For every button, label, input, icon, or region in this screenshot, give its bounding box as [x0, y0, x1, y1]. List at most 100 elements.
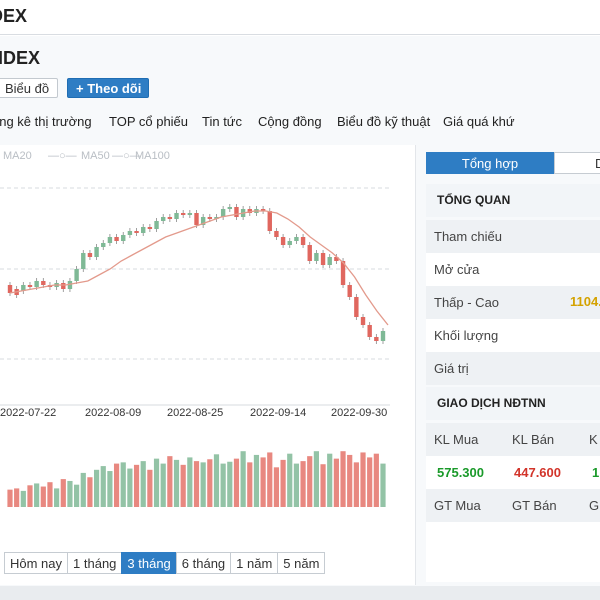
range-1-year[interactable]: 1 năm: [230, 552, 279, 574]
candle[interactable]: [81, 253, 86, 269]
row-label: Tham chiếu: [434, 229, 502, 244]
candle[interactable]: [141, 227, 146, 233]
foreign-header-row: [426, 423, 600, 456]
row-value: Giá trị: [426, 352, 600, 385]
volume-bar: [193, 461, 200, 507]
candle[interactable]: [354, 297, 359, 317]
candle[interactable]: [200, 217, 206, 225]
net-volume-value: 1: [592, 465, 600, 480]
tab-community[interactable]: Cộng đồng: [258, 114, 322, 129]
candle[interactable]: [207, 217, 213, 219]
candle[interactable]: [307, 245, 312, 261]
candle[interactable]: [180, 213, 186, 215]
volume-bar: [167, 456, 173, 507]
candle[interactable]: [380, 331, 386, 341]
candle[interactable]: [94, 247, 99, 257]
candle[interactable]: [300, 237, 306, 245]
candle[interactable]: [320, 253, 326, 265]
tab-summary[interactable]: Tổng hợp: [426, 152, 554, 174]
volume-bar: [307, 456, 313, 507]
candle[interactable]: [260, 209, 266, 211]
candle[interactable]: [7, 285, 13, 293]
candle[interactable]: [101, 243, 106, 247]
range-today[interactable]: Hôm nay: [4, 552, 69, 574]
range-6-months[interactable]: 6 tháng: [175, 552, 232, 574]
volume-bar: [180, 464, 186, 507]
volume-bar: [360, 452, 366, 507]
header-net-value: G: [589, 498, 600, 513]
candle[interactable]: [21, 285, 26, 291]
legend-ma100[interactable]: MA100: [135, 150, 170, 162]
candle[interactable]: [367, 325, 372, 337]
volume-bar: [20, 490, 26, 507]
candle[interactable]: [314, 253, 319, 261]
follow-button[interactable]: + Theo dõi: [67, 78, 149, 98]
candle[interactable]: [214, 217, 219, 219]
candle[interactable]: [127, 231, 133, 235]
tab-news[interactable]: Tin tức: [202, 114, 243, 129]
volume-bar: [127, 468, 133, 507]
volume-bar: [34, 483, 40, 507]
candle[interactable]: [41, 281, 46, 285]
volume-bar: [260, 457, 266, 507]
row-reference: Tham chiếu: [426, 220, 600, 253]
candle[interactable]: [194, 213, 199, 225]
tab-technical-chart[interactable]: Biểu đồ kỹ thuật: [337, 114, 431, 129]
tab-top-stocks[interactable]: TOP cổ phiếu: [109, 114, 189, 129]
volume-bar: [14, 488, 20, 507]
candle[interactable]: [334, 257, 339, 261]
candle[interactable]: [287, 241, 292, 245]
tab-other[interactable]: D: [554, 152, 600, 174]
candle[interactable]: [374, 337, 379, 341]
candle[interactable]: [67, 281, 73, 289]
candle[interactable]: [167, 217, 173, 219]
legend-ma20[interactable]: MA20: [3, 150, 32, 162]
candle[interactable]: [347, 285, 352, 297]
volume-bar: [313, 451, 319, 507]
candle[interactable]: [134, 231, 139, 233]
row-label: Khối lượng: [434, 328, 499, 343]
volume-bar: [233, 458, 240, 507]
candle[interactable]: [174, 213, 179, 219]
volume-bar: [213, 454, 220, 507]
volume-bar: [133, 464, 140, 507]
tab-price-history[interactable]: Giá quá khứ: [443, 114, 515, 129]
range-3-months[interactable]: 3 tháng: [121, 552, 177, 574]
candle[interactable]: [121, 235, 126, 241]
range-selector: Hôm nay 1 tháng 3 tháng 6 tháng 1 năm 5 …: [4, 552, 326, 574]
candle[interactable]: [61, 283, 66, 289]
row-label: Mở cửa: [434, 262, 480, 277]
candle[interactable]: [234, 207, 239, 217]
candle[interactable]: [247, 209, 252, 213]
tab-market-stats[interactable]: ống kê thị trường: [0, 114, 92, 129]
legend-ma50[interactable]: MA50: [81, 150, 110, 162]
candle[interactable]: [107, 237, 113, 243]
candle[interactable]: [187, 213, 193, 215]
price-chart[interactable]: [0, 145, 415, 585]
candle[interactable]: [274, 231, 279, 237]
candle[interactable]: [220, 209, 226, 217]
candle[interactable]: [227, 207, 233, 209]
candle[interactable]: [114, 237, 119, 241]
overview-heading: TỔNG QUAN: [426, 184, 600, 217]
candle[interactable]: [327, 257, 332, 265]
top-bar: DEX: [0, 0, 600, 35]
chart-button[interactable]: ‹ Biểu đồ: [0, 78, 58, 98]
candle[interactable]: [87, 253, 93, 257]
range-1-month[interactable]: 1 tháng: [67, 552, 123, 574]
candle[interactable]: [360, 317, 366, 325]
legend-ma100-marker: —○—: [112, 150, 141, 162]
candle[interactable]: [154, 221, 159, 229]
candle[interactable]: [294, 237, 299, 241]
candle[interactable]: [340, 261, 346, 285]
candle[interactable]: [147, 227, 153, 229]
volume-bar: [333, 458, 339, 507]
candle[interactable]: [160, 217, 166, 221]
candle[interactable]: [267, 211, 272, 231]
candle[interactable]: [74, 269, 79, 281]
candle[interactable]: [34, 281, 39, 287]
range-5-years[interactable]: 5 năm: [277, 552, 326, 574]
candle[interactable]: [280, 237, 286, 245]
candle[interactable]: [27, 285, 33, 287]
volume-bar: [340, 451, 346, 507]
